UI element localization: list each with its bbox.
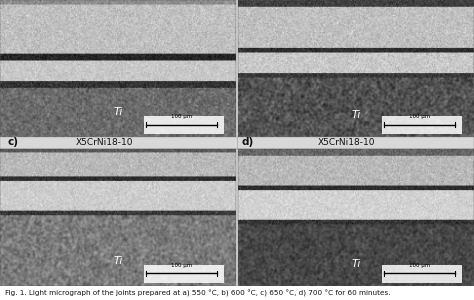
Text: d): d): [242, 137, 254, 147]
Text: 100 μm: 100 μm: [409, 114, 430, 119]
Text: 100 μm: 100 μm: [171, 263, 192, 268]
Text: Ti: Ti: [113, 256, 123, 266]
Bar: [144, 116, 224, 134]
Text: 100 μm: 100 μm: [171, 114, 192, 119]
Bar: [144, 265, 224, 283]
Bar: [382, 265, 462, 283]
Text: Ti: Ti: [113, 107, 123, 117]
Bar: [382, 116, 462, 134]
Text: 100 μm: 100 μm: [409, 263, 430, 268]
Text: Fig. 1. Light micrograph of the joints prepared at a) 550 °C, b) 600 °C, c) 650 : Fig. 1. Light micrograph of the joints p…: [5, 290, 390, 297]
Text: Ti: Ti: [351, 110, 361, 120]
Text: Ti: Ti: [351, 259, 361, 269]
Text: c): c): [7, 137, 18, 147]
Text: X5CrNi18-10: X5CrNi18-10: [75, 138, 133, 147]
Text: X5CrNi18-10: X5CrNi18-10: [317, 138, 375, 147]
